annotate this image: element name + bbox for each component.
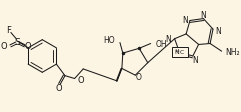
Text: O: O: [25, 42, 31, 51]
FancyBboxPatch shape: [172, 48, 188, 58]
Text: O: O: [77, 75, 84, 84]
Text: O: O: [135, 72, 141, 81]
Text: F: F: [7, 26, 11, 35]
Text: N: N: [215, 26, 221, 35]
Text: N: N: [201, 11, 206, 20]
Text: N: N: [192, 56, 198, 65]
Text: N: N: [174, 49, 179, 54]
Text: OH: OH: [155, 40, 167, 49]
Text: HO: HO: [104, 36, 115, 45]
Text: S: S: [15, 37, 20, 46]
Text: $^{14}$C: $^{14}$C: [174, 47, 185, 56]
Text: N: N: [182, 16, 188, 25]
Text: N: N: [165, 35, 171, 44]
Text: O: O: [0, 42, 7, 51]
Text: O: O: [56, 83, 63, 92]
Text: NH₂: NH₂: [226, 47, 240, 56]
